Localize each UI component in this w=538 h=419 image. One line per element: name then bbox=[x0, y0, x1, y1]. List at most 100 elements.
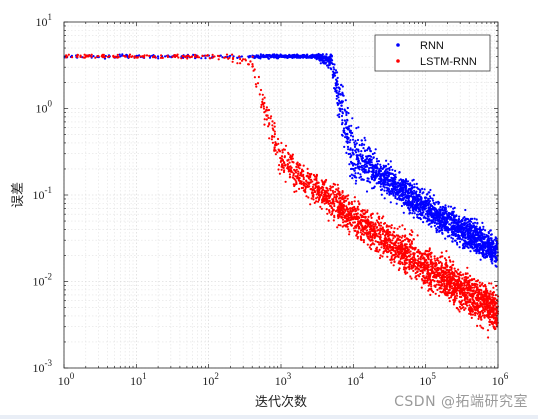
point bbox=[426, 272, 429, 275]
point bbox=[469, 309, 472, 312]
point bbox=[438, 286, 441, 289]
point bbox=[312, 195, 315, 198]
point bbox=[442, 271, 445, 274]
point bbox=[369, 236, 372, 239]
point bbox=[347, 152, 350, 156]
point bbox=[265, 54, 268, 58]
point bbox=[460, 233, 463, 236]
point bbox=[260, 55, 263, 58]
point bbox=[466, 228, 469, 231]
point bbox=[491, 308, 494, 311]
point bbox=[416, 186, 419, 189]
point bbox=[116, 53, 119, 57]
point bbox=[357, 150, 360, 153]
point bbox=[449, 223, 452, 226]
point bbox=[463, 224, 466, 227]
point bbox=[288, 175, 292, 178]
point bbox=[407, 199, 410, 202]
point bbox=[374, 177, 377, 180]
point bbox=[426, 211, 429, 214]
point bbox=[488, 318, 491, 321]
point bbox=[387, 173, 391, 176]
point bbox=[224, 56, 228, 59]
point bbox=[407, 194, 410, 197]
point bbox=[377, 170, 380, 173]
point bbox=[300, 170, 304, 173]
point bbox=[341, 134, 344, 137]
point bbox=[419, 256, 422, 259]
point bbox=[286, 163, 289, 166]
point bbox=[416, 250, 419, 253]
point bbox=[353, 208, 356, 211]
point bbox=[488, 253, 491, 256]
point bbox=[339, 109, 342, 113]
point bbox=[375, 169, 378, 172]
point bbox=[476, 279, 480, 282]
point bbox=[476, 283, 479, 286]
point bbox=[475, 252, 478, 255]
point bbox=[386, 174, 389, 177]
point bbox=[396, 188, 399, 191]
point bbox=[387, 225, 390, 228]
point bbox=[379, 175, 382, 178]
point bbox=[297, 54, 300, 57]
point bbox=[354, 210, 357, 213]
point bbox=[449, 260, 452, 263]
point bbox=[371, 178, 374, 181]
point bbox=[454, 295, 457, 298]
point bbox=[302, 54, 305, 57]
point bbox=[339, 93, 342, 96]
point bbox=[439, 223, 442, 226]
point bbox=[394, 255, 397, 258]
point bbox=[413, 258, 416, 261]
point bbox=[296, 161, 299, 164]
point bbox=[423, 188, 426, 191]
point bbox=[412, 197, 415, 200]
point bbox=[472, 289, 475, 292]
point bbox=[257, 54, 260, 57]
point bbox=[404, 179, 408, 182]
point bbox=[352, 153, 355, 156]
point bbox=[356, 138, 360, 142]
point bbox=[365, 155, 368, 158]
point bbox=[394, 188, 397, 191]
point bbox=[276, 137, 280, 141]
point bbox=[316, 196, 319, 199]
point bbox=[268, 137, 271, 140]
point bbox=[450, 282, 453, 285]
point bbox=[457, 308, 460, 311]
point bbox=[479, 288, 482, 291]
point bbox=[262, 105, 265, 108]
point bbox=[193, 55, 197, 58]
point bbox=[419, 272, 422, 276]
point bbox=[354, 167, 357, 170]
point bbox=[346, 210, 350, 213]
point bbox=[386, 228, 390, 231]
point bbox=[435, 209, 438, 212]
point bbox=[371, 187, 374, 190]
point bbox=[353, 221, 356, 224]
point bbox=[319, 205, 322, 208]
point bbox=[478, 251, 481, 254]
point bbox=[423, 263, 426, 266]
point bbox=[367, 171, 370, 174]
point bbox=[454, 227, 457, 230]
point bbox=[432, 201, 435, 205]
point bbox=[448, 289, 451, 292]
point bbox=[443, 257, 447, 260]
point bbox=[446, 226, 450, 229]
point bbox=[382, 239, 385, 243]
point bbox=[466, 272, 469, 275]
point bbox=[433, 257, 436, 260]
point bbox=[346, 118, 349, 121]
point bbox=[478, 246, 481, 249]
point bbox=[379, 254, 382, 257]
point bbox=[375, 157, 378, 160]
point bbox=[417, 268, 420, 271]
point bbox=[325, 178, 328, 182]
point bbox=[354, 139, 357, 142]
point bbox=[408, 187, 411, 191]
point bbox=[365, 161, 368, 164]
point bbox=[472, 302, 475, 305]
point bbox=[458, 240, 462, 243]
